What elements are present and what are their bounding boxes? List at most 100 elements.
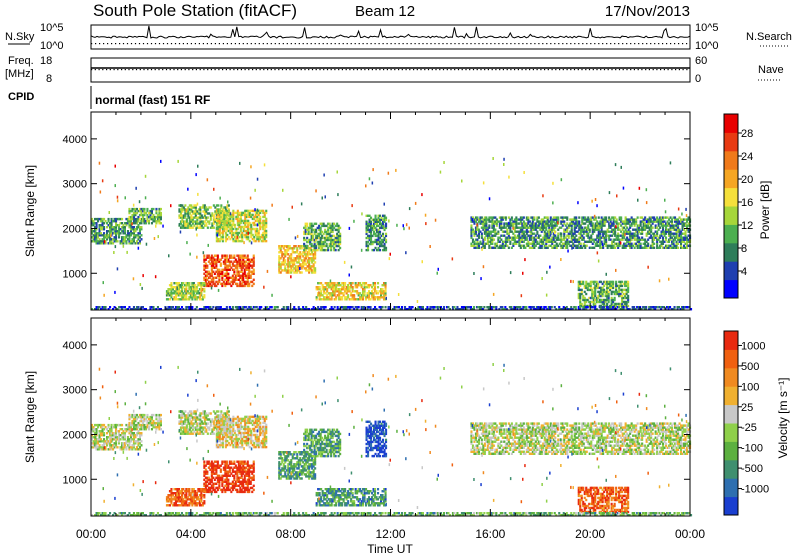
heatmap-cell: [217, 219, 220, 223]
heatmap-cell: [251, 260, 254, 263]
heatmap-cell: [185, 224, 188, 227]
heatmap-cell: [141, 220, 144, 223]
heatmap-cell: [234, 260, 237, 263]
heatmap-cell: [672, 240, 675, 243]
heatmap-cell: [106, 230, 109, 233]
nave-dot: [296, 69, 299, 71]
heatmap-cell: [220, 206, 223, 209]
nsearch-dot: [378, 43, 380, 45]
heatmap-cell: [129, 222, 132, 225]
heatmap-cell: [210, 262, 213, 265]
heatmap-cell: [265, 235, 268, 239]
heatmap-cell: [131, 228, 134, 231]
heatmap-cell: [213, 272, 216, 275]
heatmap-cell: [252, 278, 255, 281]
heatmap-cell: [276, 306, 279, 309]
heatmap-cell: [95, 240, 98, 243]
heatmap-cell: [134, 209, 137, 213]
heatmap-cell: [97, 234, 100, 237]
heatmap-cell: [215, 276, 218, 279]
heatmap-cell: [252, 254, 255, 257]
heatmap-cell: [239, 264, 242, 267]
nsearch-dot: [95, 43, 97, 45]
heatmap-cell: [210, 256, 213, 259]
nsearch-dot: [162, 43, 165, 45]
heatmap-cell: [100, 232, 103, 235]
nave-dot: [663, 69, 665, 71]
heatmap-cell: [118, 234, 121, 237]
nsearch-dot: [606, 43, 608, 45]
heatmap-cell: [126, 234, 129, 237]
heatmap-cell: [221, 211, 224, 215]
heatmap-cell: [215, 219, 218, 223]
nave-dot: [162, 69, 164, 71]
heatmap-cell: [218, 272, 221, 275]
nsearch-dot: [130, 43, 133, 45]
heatmap-cell: [144, 220, 147, 223]
heatmap-cell: [651, 226, 654, 229]
heatmap-cell: [159, 222, 162, 225]
nave-dot: [165, 69, 168, 71]
heatmap-cell: [123, 228, 126, 231]
heatmap-cell: [129, 232, 132, 235]
heatmap-cell: [109, 224, 112, 227]
heatmap-cell: [128, 222, 131, 225]
heatmap-cell: [135, 228, 138, 231]
nave-dot: [630, 69, 632, 71]
nave-dot: [465, 69, 467, 71]
heatmap-cell: [107, 224, 110, 227]
heatmap-cell: [500, 238, 503, 241]
heatmap-cell: [152, 215, 155, 219]
nsearch-dot: [166, 43, 169, 45]
nave-dot: [603, 69, 606, 71]
nave-dot: [637, 69, 639, 71]
heatmap-cell: [647, 242, 650, 245]
nave-dot: [285, 69, 287, 71]
heatmap-cell: [574, 306, 577, 309]
heatmap-cell: [121, 242, 124, 245]
heatmap-cell: [185, 218, 188, 221]
heatmap-cell: [134, 207, 137, 211]
heatmap-cell: [242, 284, 245, 288]
heatmap-cell: [135, 226, 138, 229]
heatmap-cell: [216, 258, 219, 261]
heatmap-cell: [204, 274, 207, 277]
heatmap-cell: [138, 242, 141, 245]
nsearch-dot: [194, 43, 196, 45]
heatmap-cell: [583, 290, 586, 294]
heatmap-cell: [132, 211, 135, 215]
heatmap-cell: [209, 218, 212, 221]
heatmap-cell: [215, 229, 218, 233]
nsearch-dot: [342, 43, 344, 45]
nsearch-dot: [546, 43, 548, 45]
nave-dot: [585, 69, 587, 71]
heatmap-cell: [211, 226, 214, 229]
heatmap-cell: [178, 210, 181, 213]
heatmap-cell: [236, 278, 239, 281]
heatmap-cell: [98, 217, 101, 221]
heatmap-cell: [488, 224, 491, 227]
heatmap-cell: [94, 238, 97, 241]
heatmap-cell: [231, 264, 234, 267]
heatmap-cell: [215, 280, 218, 284]
heatmap-cell: [191, 306, 194, 309]
heatmap-cell: [182, 214, 185, 217]
heatmap-cell: [401, 306, 404, 309]
heatmap-cell: [215, 270, 218, 273]
heatmap-cell: [128, 236, 131, 239]
nsky-label: N.Sky: [5, 31, 35, 43]
heatmap-cell: [385, 216, 388, 219]
heatmap-cell: [146, 217, 149, 221]
heatmap-cell: [218, 215, 221, 219]
heatmap-cell: [228, 262, 231, 265]
heatmap-cell: [246, 274, 249, 277]
heatmap-cell: [193, 224, 196, 227]
heatmap-cell: [215, 254, 218, 257]
heatmap-cell: [203, 212, 206, 215]
nave-dot: [203, 69, 205, 71]
nsearch-dot: [414, 43, 416, 45]
nave-dot: [472, 69, 475, 71]
nsearch-dot: [362, 43, 364, 45]
heatmap-cell: [495, 306, 498, 309]
heatmap-cell: [204, 278, 207, 281]
